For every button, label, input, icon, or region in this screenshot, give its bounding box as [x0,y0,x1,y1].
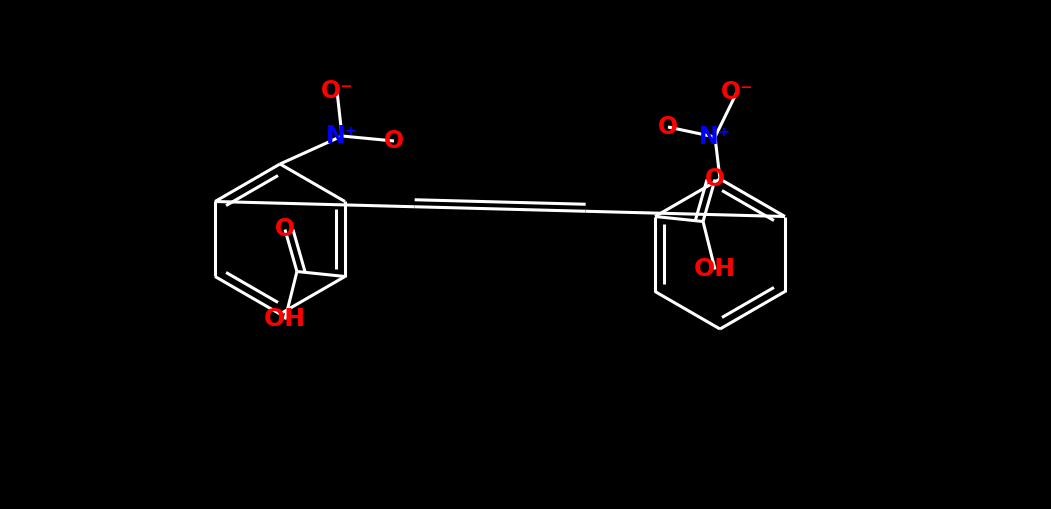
Text: O⁻: O⁻ [321,79,353,103]
Text: O: O [705,167,725,191]
Text: O⁻: O⁻ [721,80,754,104]
Text: O: O [384,129,404,153]
Text: O: O [275,217,295,241]
Text: OH: OH [264,307,306,331]
Text: N⁺: N⁺ [699,125,731,149]
Text: O: O [658,115,678,139]
Text: OH: OH [694,258,736,281]
Text: N⁺: N⁺ [326,124,358,148]
